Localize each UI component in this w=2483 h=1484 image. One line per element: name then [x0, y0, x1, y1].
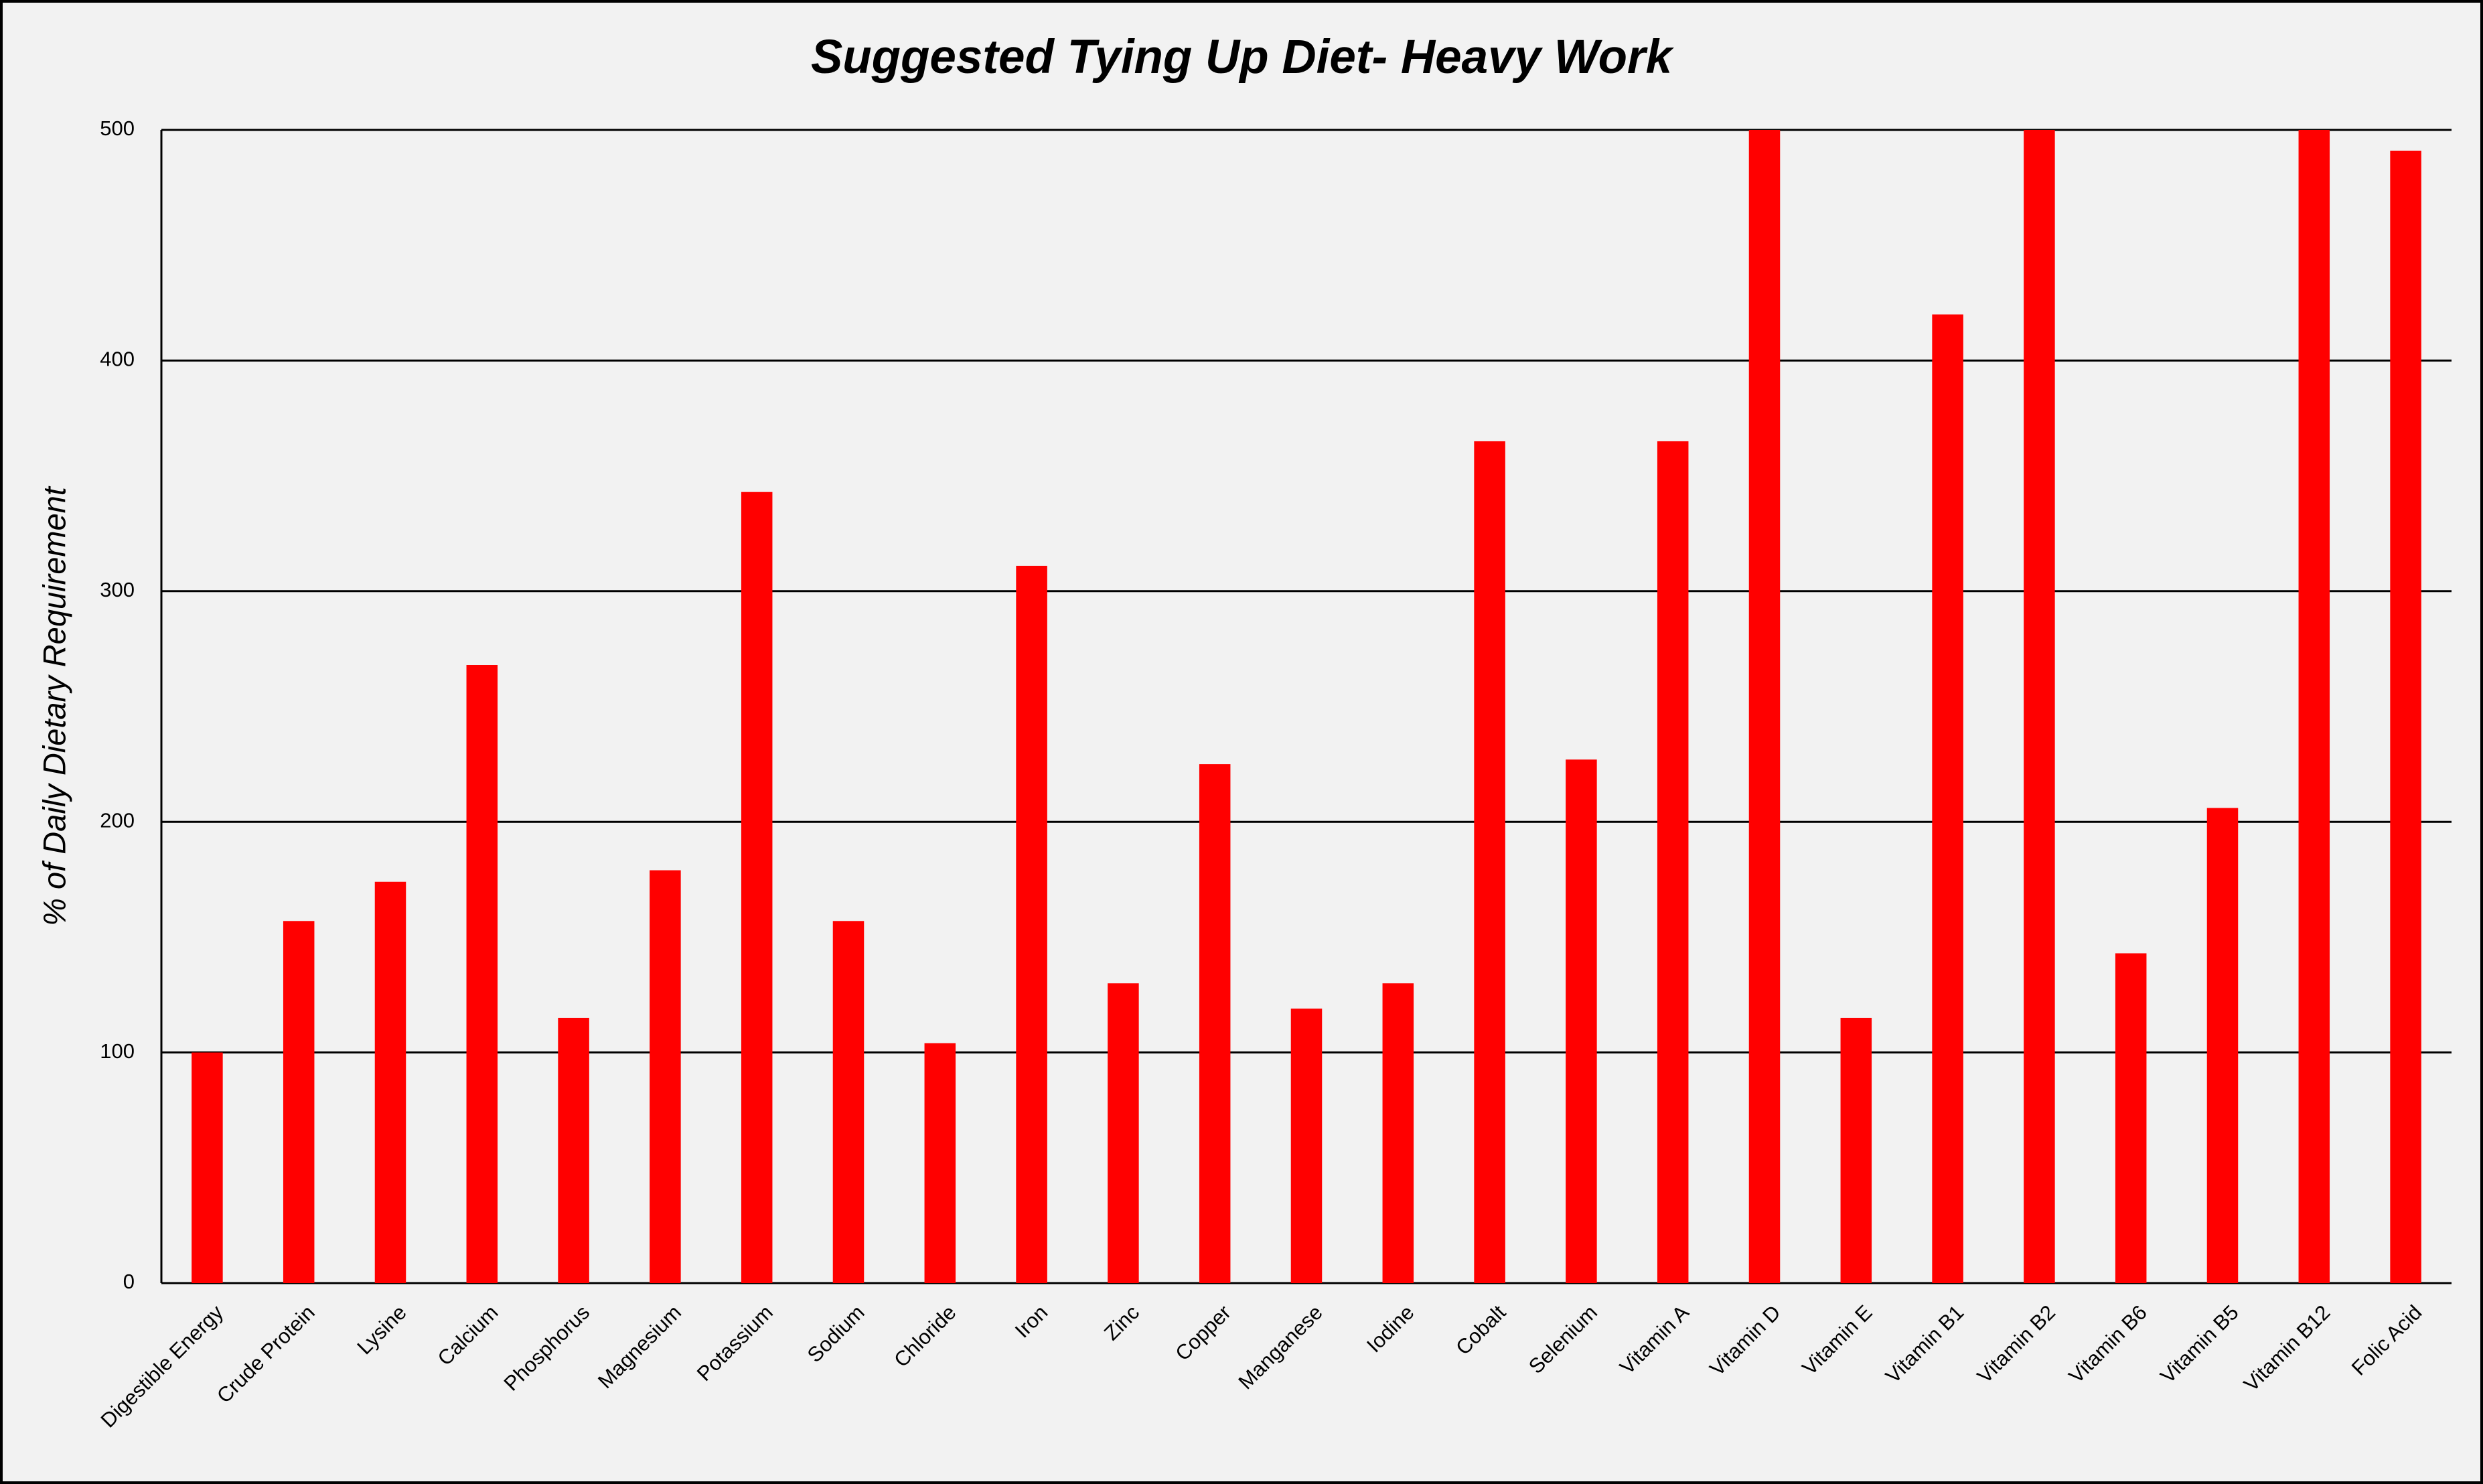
y-tick-label: 400 — [100, 348, 135, 371]
bar — [924, 1043, 956, 1283]
bar — [1840, 1017, 1872, 1283]
bar — [192, 1052, 223, 1283]
bar — [1566, 759, 1597, 1283]
bar — [650, 870, 681, 1283]
bar — [558, 1017, 589, 1283]
bar — [1290, 1009, 1323, 1283]
bar — [2115, 953, 2147, 1283]
y-axis-label: % of Daily Dietary Requirement — [36, 486, 72, 926]
bar — [374, 881, 406, 1283]
bar — [1382, 983, 1414, 1283]
bar — [1932, 314, 1963, 1283]
bar — [1016, 565, 1047, 1283]
bar — [466, 665, 498, 1283]
bar — [1748, 130, 1781, 1283]
bar — [1199, 764, 1231, 1283]
bar — [283, 921, 315, 1283]
y-tick-label: 200 — [100, 808, 135, 832]
bar — [2024, 130, 2055, 1283]
bar — [832, 921, 864, 1283]
y-tick-label: 0 — [123, 1270, 135, 1293]
bar — [1108, 983, 1139, 1283]
bar — [2298, 130, 2330, 1283]
bar — [741, 492, 773, 1283]
chart-title: Suggested Tying Up Diet- Heavy Work — [811, 31, 1675, 84]
y-tick-label: 100 — [100, 1039, 135, 1063]
bar — [1474, 441, 1505, 1284]
y-tick-label: 500 — [100, 117, 135, 140]
y-tick-label: 300 — [100, 578, 135, 601]
bar — [1657, 441, 1689, 1284]
bar — [2390, 150, 2421, 1284]
bar — [2206, 808, 2239, 1283]
